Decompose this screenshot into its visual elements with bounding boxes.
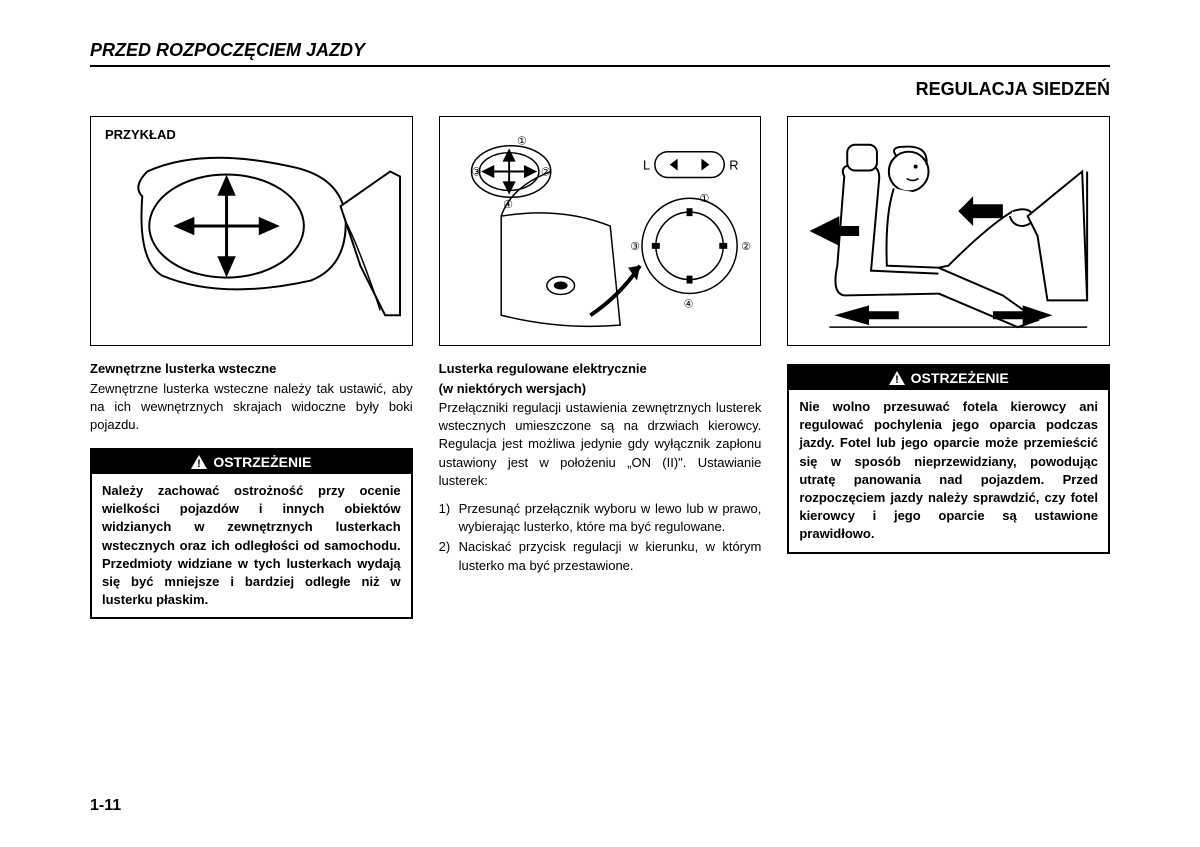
label-d4b: ④: [683, 298, 693, 310]
column-2: ① ② ③ ④ L R: [439, 116, 762, 619]
warning-title-2: OSTRZEŻENIE: [911, 370, 1009, 386]
svg-text:!: !: [197, 458, 201, 469]
svg-text:!: !: [895, 374, 899, 385]
warning-box-1: ! OSTRZEŻENIE Należy zachować ostrożność…: [90, 448, 413, 619]
list-num-2: 2): [439, 538, 459, 574]
warning-triangle-icon: !: [889, 371, 905, 385]
label-d3a: ③: [471, 166, 481, 178]
warning-header-1: ! OSTRZEŻENIE: [92, 450, 411, 474]
column-1: PRZYKŁAD Zewnętrzne: [90, 116, 413, 619]
section-title: REGULACJA SIEDZEŃ: [90, 79, 1110, 100]
label-d1b: ①: [699, 193, 709, 205]
col1-body: Zewnętrzne lusterka wsteczne należy tak …: [90, 380, 413, 435]
label-R: R: [729, 158, 738, 173]
warning-triangle-icon: !: [191, 455, 207, 469]
list-num-1: 1): [439, 500, 459, 536]
col2-list: 1) Przesunąć przełącznik wyboru w lewo l…: [439, 500, 762, 577]
figure-mirror-example: PRZYKŁAD: [90, 116, 413, 346]
warning-body-2: Nie wolno przesuwać fotela kierowcy ani …: [789, 390, 1108, 552]
page-number: 1-11: [90, 797, 121, 815]
label-d3b: ③: [630, 241, 640, 253]
list-item: 1) Przesunąć przełącznik wyboru w lewo l…: [439, 500, 762, 536]
warning-box-2: ! OSTRZEŻENIE Nie wolno przesuwać fotela…: [787, 364, 1110, 554]
label-d1a: ①: [517, 136, 527, 148]
list-txt-1: Przesunąć przełącznik wyboru w lewo lub …: [459, 500, 762, 536]
warning-header-2: ! OSTRZEŻENIE: [789, 366, 1108, 390]
content-columns: PRZYKŁAD Zewnętrzne: [90, 116, 1110, 619]
warning-body-1: Należy zachować ostrożność przy ocenie w…: [92, 474, 411, 617]
warning-title-1: OSTRZEŻENIE: [213, 454, 311, 470]
col2-subheading-1: Lusterka regulowane elektrycznie: [439, 360, 762, 378]
figure-label: PRZYKŁAD: [105, 127, 176, 142]
col2-body: Przełączniki regulacji ustawienia zewnęt…: [439, 399, 762, 490]
column-3: ! OSTRZEŻENIE Nie wolno przesuwać fotela…: [787, 116, 1110, 619]
col1-subheading: Zewnętrzne lusterka wsteczne: [90, 360, 413, 378]
figure-mirror-electric: ① ② ③ ④ L R: [439, 116, 762, 346]
col2-subheading-2: (w niektórych wersjach): [439, 380, 762, 398]
figure-seat-adjust: [787, 116, 1110, 346]
chapter-title: PRZED ROZPOCZĘCIEM JAZDY: [90, 40, 1110, 67]
list-item: 2) Naciskać przycisk regulacji w kierunk…: [439, 538, 762, 574]
label-L: L: [643, 158, 650, 173]
label-d2b: ②: [741, 241, 751, 253]
list-txt-2: Naciskać przycisk regulacji w kierunku, …: [459, 538, 762, 574]
